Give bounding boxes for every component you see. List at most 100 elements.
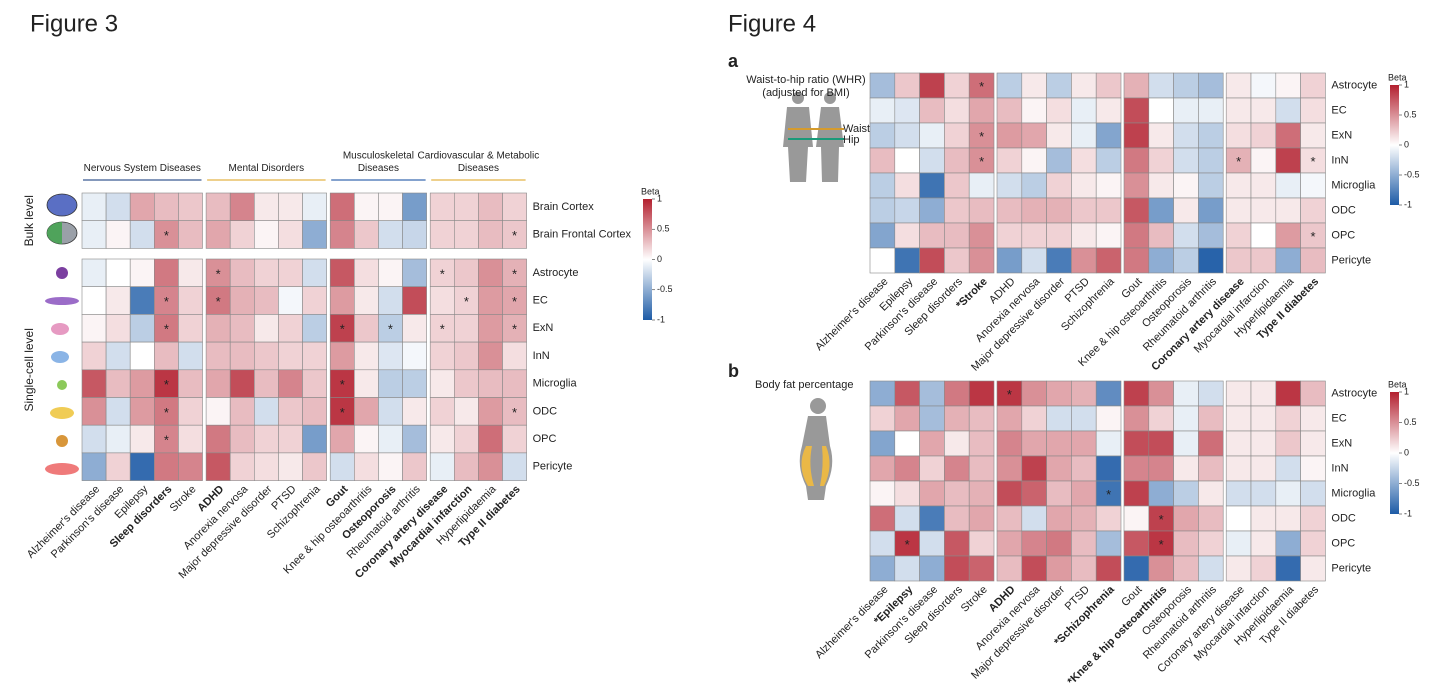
heatmap-cell [205,424,231,454]
heatmap-cell [1148,555,1174,582]
row-label: ODC [533,405,558,417]
row-label: InN [1331,462,1348,474]
significance-marker: * [1159,512,1164,527]
heatmap-cell [1275,72,1301,99]
heatmap-cell [1173,247,1199,274]
heatmap-cell [478,192,503,222]
heatmap-cell [1021,505,1047,532]
significance-marker: * [164,228,169,243]
colorbar-tick-label: -0.5 [1404,478,1420,488]
heatmap-cell [869,172,896,199]
significance-marker: * [164,405,169,420]
heatmap-cell [1225,455,1252,482]
heatmap-cell [1300,72,1326,99]
heatmap-cell [502,424,527,454]
heatmap-cell [944,480,970,507]
heatmap-cell [353,314,379,343]
heatmap-cell [1123,480,1150,507]
heatmap-cell [1046,480,1072,507]
heatmap-cell [869,222,896,249]
heatmap-cell [1198,505,1224,532]
heatmap-cell [329,424,355,454]
heatmap-cell [1198,480,1224,507]
heatmap-cell [278,220,303,249]
heatmap-cell [453,369,479,398]
brain-icon [46,193,78,217]
heatmap-cell [996,122,1023,149]
heatmap-cell [894,505,920,532]
row-label: OPC [1331,229,1355,241]
heatmap-cell [919,530,945,557]
heatmap-cell [254,424,279,454]
heatmap-cell [919,222,945,249]
heatmap-cell [478,397,503,426]
heatmap-cell [429,369,455,398]
heatmap-cell [1071,172,1097,199]
heatmap-cell [154,192,179,222]
heatmap-cell [1095,405,1122,432]
heatmap-cell [1148,247,1174,274]
cell-icon [56,435,68,447]
heatmap-cell [996,380,1023,407]
heatmap-cell [81,258,107,288]
heatmap-cell [1095,380,1122,407]
heatmap-cell [869,72,896,99]
heatmap-cell [1250,97,1277,124]
heatmap-cell [1225,555,1252,582]
heatmap-cell [105,220,131,249]
heatmap-cell [919,480,945,507]
heatmap-cell [1046,430,1072,457]
heatmap-cell [1021,430,1047,457]
row-label: Astrocyte [1331,79,1377,91]
heatmap-cell [429,341,455,371]
head [824,92,836,104]
heatmap-cell [453,452,479,481]
heatmap-cell [1275,222,1301,249]
heatmap-cell [229,286,255,315]
heatmap-cell [229,424,255,454]
heatmap-cell [1071,147,1097,174]
cell-icon [51,351,69,363]
heatmap-cell [944,222,970,249]
heatmap-cell [869,122,896,149]
heatmap-cell [894,72,920,99]
heatmap-cell [278,192,303,222]
heatmap-cell [996,197,1023,224]
heatmap-cell [254,341,279,371]
heatmap-cell [869,97,896,124]
heatmap-cell [1095,505,1122,532]
heatmap-cell [894,97,920,124]
heatmap-cell [1123,197,1150,224]
heatmap-cell [81,369,107,398]
figure-title: Figure 4 [728,10,816,37]
heatmap-cell [1123,380,1150,407]
heatmap-cell [1173,505,1199,532]
heatmap-cell [502,286,527,315]
heatmap-cell [1046,147,1072,174]
heatmap-cell [1046,222,1072,249]
heatmap-cell [869,380,896,407]
heatmap-cell [1046,455,1072,482]
heatmap-cell [968,172,995,199]
heatmap-cell [1300,430,1326,457]
colorbar-tick-label: -1 [1404,199,1412,209]
heatmap-cell [919,97,945,124]
row-label: OPC [1331,537,1355,549]
group-header: Musculoskeletal [343,151,414,162]
heatmap-cell [1173,530,1199,557]
heatmap-cell [429,397,455,426]
heatmap-cell [178,220,203,249]
heatmap-cell [996,505,1023,532]
cell-icon [51,323,69,335]
heatmap-cell [378,286,403,315]
row-label: InN [1331,154,1348,166]
heatmap-cell [944,247,970,274]
heatmap-cell [996,530,1023,557]
group-header: Diseases [358,163,399,174]
heatmap-cell [1173,97,1199,124]
heatmap-cell [105,258,131,288]
heatmap-cell [894,480,920,507]
heatmap-cell [129,397,155,426]
heatmap-cell [502,369,527,398]
cell-icon [57,380,67,390]
